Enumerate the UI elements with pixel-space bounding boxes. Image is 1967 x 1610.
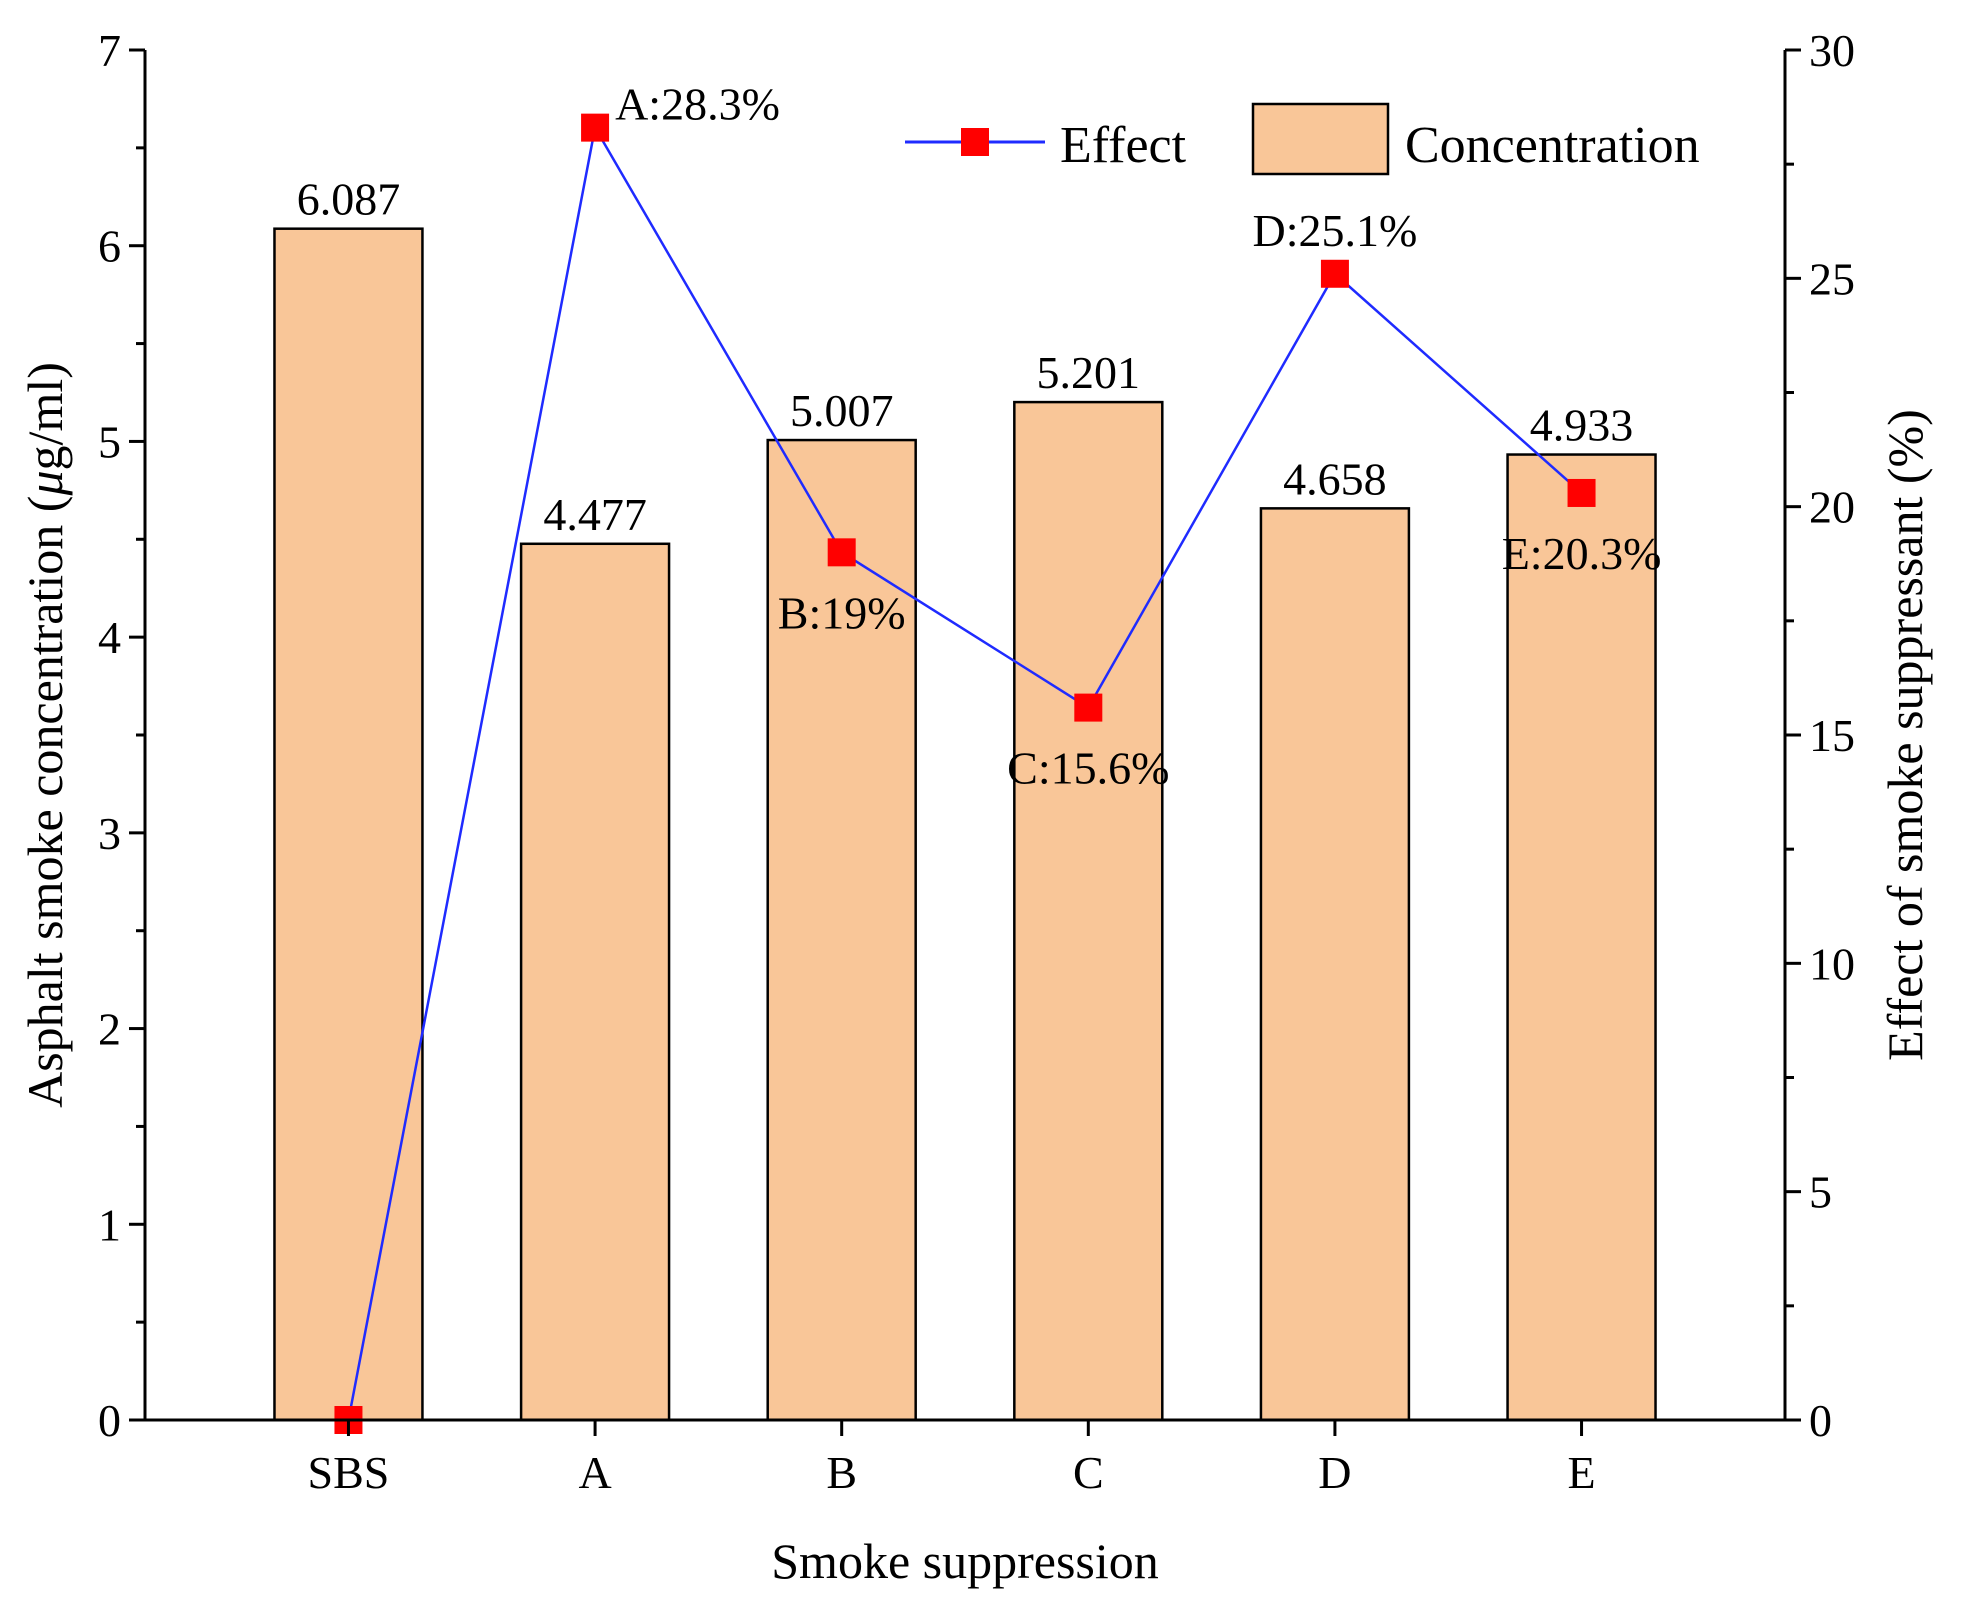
legend-effect-marker xyxy=(961,128,989,156)
left-tick-label: 1 xyxy=(98,1199,121,1250)
effect-series: A:28.3% B:19% C:15.6% D:25.1% E:20.3% xyxy=(334,79,1661,1434)
bar-d xyxy=(1259,507,1411,1422)
effect-marker xyxy=(1320,259,1349,288)
effect-marker xyxy=(827,538,856,567)
x-tick-label: E xyxy=(1567,1447,1595,1498)
effect-point-label: D:25.1% xyxy=(1253,205,1418,256)
right-axis-title: Effect of smoke suppressant (%) xyxy=(1877,409,1933,1061)
left-tick-label: 0 xyxy=(98,1395,121,1446)
left-axis-title-mu: μ xyxy=(17,470,73,496)
right-tick-label: 0 xyxy=(1809,1395,1832,1446)
effect-point-label: C:15.6% xyxy=(1007,743,1169,794)
legend: Effect Concentration xyxy=(905,102,1700,176)
right-tick-label: 10 xyxy=(1809,938,1855,989)
left-tick-label: 5 xyxy=(98,416,121,467)
bar-b xyxy=(766,438,917,1422)
bar-value-label: 5.007 xyxy=(790,385,894,436)
effect-marker xyxy=(1567,478,1596,507)
bar-value-label: 5.201 xyxy=(1037,347,1141,398)
bar-value-label: 4.477 xyxy=(543,489,647,540)
left-tick-label: 3 xyxy=(98,808,121,859)
effect-marker xyxy=(1074,693,1103,722)
bar-e xyxy=(1506,453,1657,1422)
x-tick-label: D xyxy=(1318,1447,1351,1498)
x-axis-ticks: SBS A B C D E xyxy=(308,1420,1596,1498)
left-tick-label: 6 xyxy=(98,221,121,272)
legend-effect-label: Effect xyxy=(1060,117,1187,174)
legend-concentration-swatch xyxy=(1251,102,1390,176)
bar-a xyxy=(519,542,671,1422)
left-tick-label: 2 xyxy=(98,1004,121,1055)
bars: 6.087 4.477 5.007 5.201 4.658 4.933 xyxy=(273,174,1657,1422)
effect-point-label: E:20.3% xyxy=(1502,528,1662,579)
x-axis-title: Smoke suppression xyxy=(771,1533,1159,1589)
bar-c xyxy=(1013,400,1164,1422)
right-tick-label: 5 xyxy=(1809,1167,1832,1218)
legend-concentration-label: Concentration xyxy=(1405,117,1700,174)
left-axis-title-pre: Asphalt smoke concentration ( xyxy=(17,496,73,1108)
right-tick-label: 15 xyxy=(1809,710,1855,761)
x-tick-label: C xyxy=(1073,1447,1104,1498)
left-tick-label: 7 xyxy=(98,25,121,76)
bar-sbs xyxy=(273,227,424,1422)
left-axis-title: Asphalt smoke concentration (μg/ml) xyxy=(17,362,73,1108)
right-tick-label: 25 xyxy=(1809,253,1855,304)
x-tick-label: B xyxy=(826,1447,857,1498)
x-tick-label: A xyxy=(578,1447,611,1498)
effect-line xyxy=(347,124,1583,1421)
right-tick-label: 30 xyxy=(1809,25,1855,76)
left-axis-ticks: 0 1 2 3 4 5 6 7 xyxy=(98,25,145,1446)
right-axis-ticks: 0 5 10 15 20 25 30 xyxy=(1785,25,1855,1446)
x-tick-label: SBS xyxy=(308,1447,390,1498)
effect-point-label: A:28.3% xyxy=(615,79,780,130)
right-tick-label: 20 xyxy=(1809,482,1855,533)
bar-value-label: 6.087 xyxy=(297,174,401,225)
left-tick-label: 4 xyxy=(98,612,121,663)
bar-value-label: 4.658 xyxy=(1283,453,1387,504)
effect-point-label: B:19% xyxy=(778,587,906,638)
effect-marker xyxy=(581,113,610,142)
left-axis-title-post: g/ml) xyxy=(17,362,73,470)
bar-value-label: 4.933 xyxy=(1530,400,1634,451)
